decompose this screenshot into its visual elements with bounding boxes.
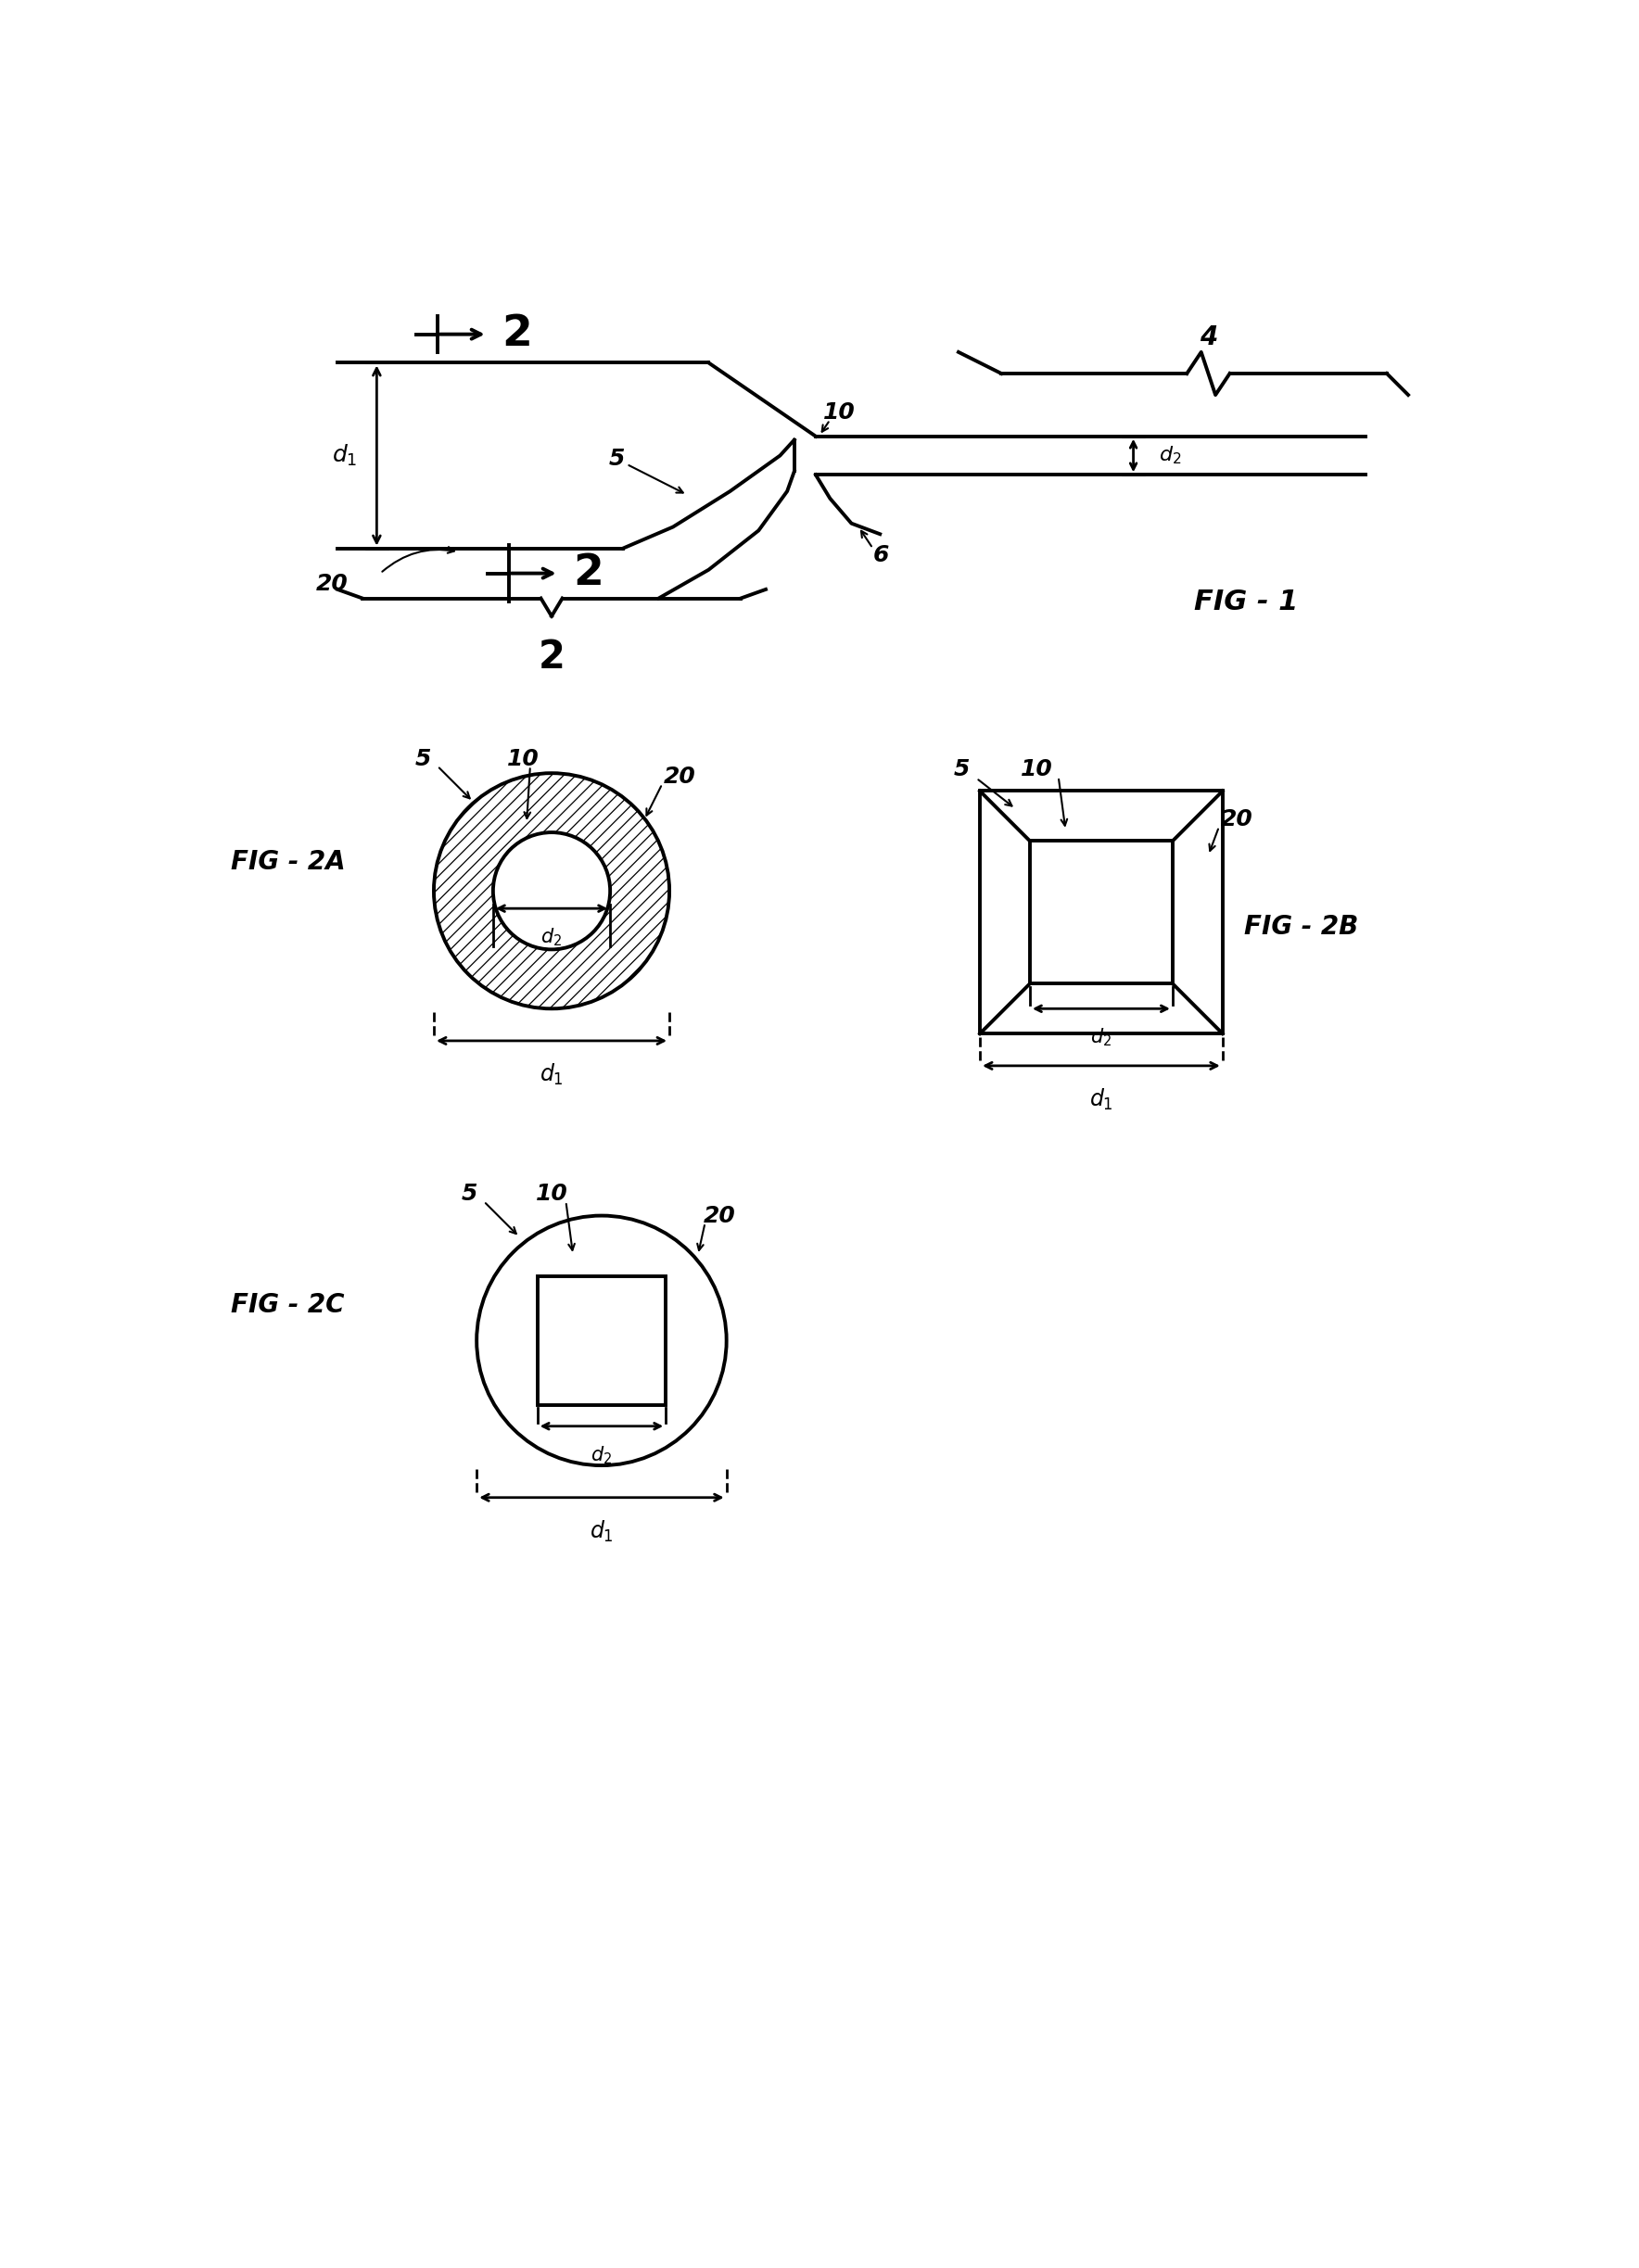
- Text: 20: 20: [664, 767, 697, 787]
- Text: 10: 10: [506, 748, 539, 771]
- Text: 10: 10: [823, 401, 856, 424]
- Text: FIG - 2C: FIG - 2C: [231, 1293, 344, 1318]
- Text: 10: 10: [1021, 758, 1054, 780]
- Text: 10: 10: [536, 1184, 567, 1204]
- Text: 20: 20: [1221, 807, 1252, 830]
- Text: FIG - 2B: FIG - 2B: [1244, 914, 1359, 939]
- Text: 4: 4: [1200, 324, 1218, 352]
- Text: 2: 2: [502, 313, 533, 356]
- Text: 2: 2: [538, 637, 565, 676]
- Text: 20: 20: [703, 1204, 736, 1227]
- Text: $d_2$: $d_2$: [1090, 1027, 1111, 1048]
- Text: 5: 5: [415, 748, 431, 771]
- Text: $d_2$: $d_2$: [1159, 445, 1182, 467]
- Text: $d_1$: $d_1$: [1090, 1086, 1113, 1111]
- Text: $d_1$: $d_1$: [539, 1061, 564, 1086]
- Text: 5: 5: [608, 449, 624, 469]
- Text: 20: 20: [316, 574, 347, 594]
- Text: 5: 5: [462, 1184, 477, 1204]
- FancyArrowPatch shape: [382, 547, 454, 572]
- Text: FIG - 1: FIG - 1: [1195, 587, 1298, 615]
- Text: 6: 6: [874, 544, 888, 567]
- Text: $d_2$: $d_2$: [541, 925, 562, 948]
- Text: FIG - 2A: FIG - 2A: [231, 850, 344, 875]
- Text: 5: 5: [954, 758, 970, 780]
- Text: $d_1$: $d_1$: [590, 1520, 613, 1545]
- Text: 2: 2: [574, 553, 603, 594]
- Text: $d_1$: $d_1$: [333, 442, 357, 467]
- Text: $d_2$: $d_2$: [590, 1445, 613, 1465]
